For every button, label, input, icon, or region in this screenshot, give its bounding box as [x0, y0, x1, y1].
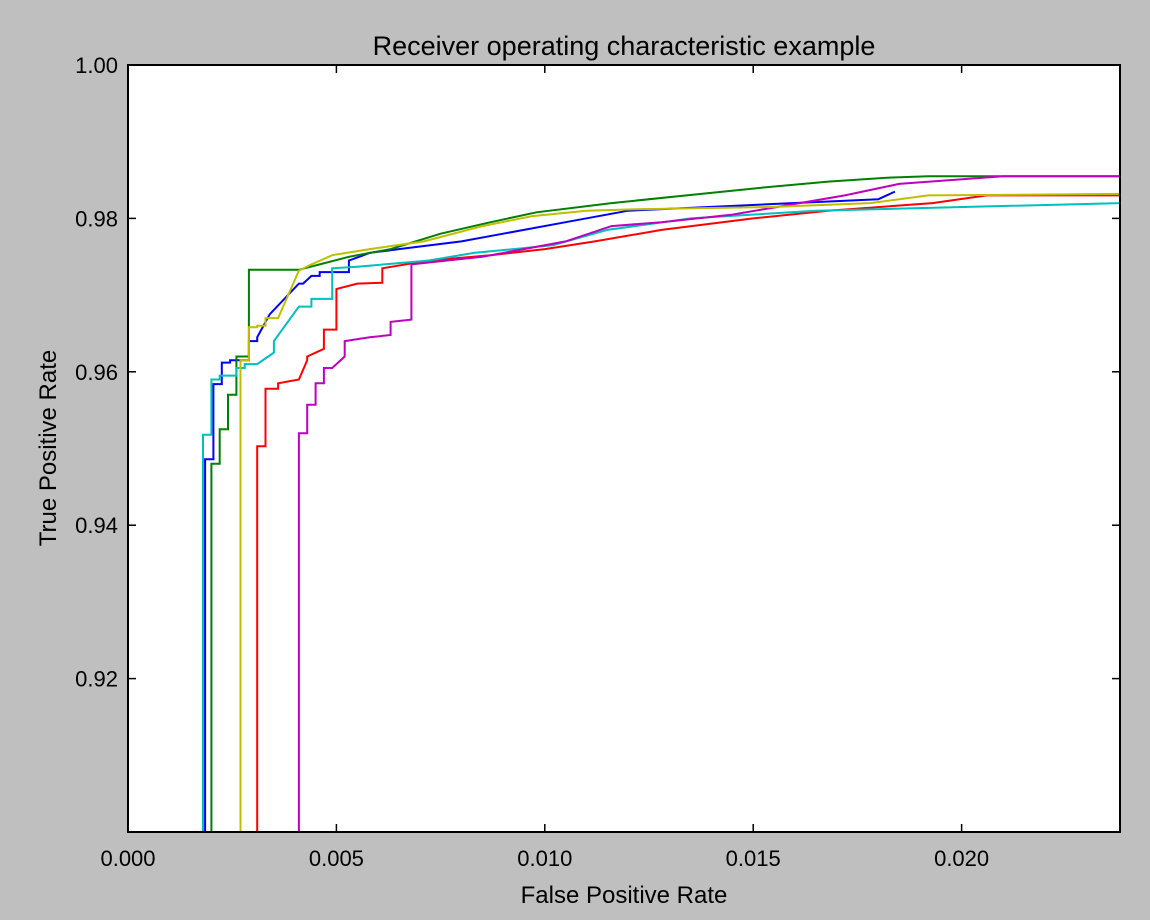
- y-tick-label: 0.94: [75, 513, 118, 538]
- x-tick-label: 0.010: [517, 846, 572, 871]
- chart-title: Receiver operating characteristic exampl…: [373, 31, 876, 61]
- x-tick-label: 0.005: [309, 846, 364, 871]
- roc-curve-1: [204, 190, 896, 832]
- roc-curve-5: [297, 175, 1120, 832]
- y-tick-label: 0.98: [75, 206, 118, 231]
- y-axis-label: True Positive Rate: [35, 350, 62, 547]
- y-tick-label: 0.92: [75, 667, 118, 692]
- ticks-layer: 0.000 0.005 0.010 0.015 0.020 0.92 0.94 0.96 0.9…: [75, 53, 1120, 871]
- x-tick-label: 0.000: [100, 846, 155, 871]
- roc-curve-2: [210, 175, 1120, 832]
- x-axis-label: False Positive Rate: [521, 882, 728, 909]
- x-tick-label: 0.020: [934, 846, 989, 871]
- plot-frame: [127, 64, 1121, 833]
- plot-area: [128, 65, 1120, 832]
- x-tick-label: 0.015: [726, 846, 781, 871]
- roc-curve-3: [256, 194, 1120, 832]
- y-tick-label: 1.00: [75, 53, 118, 78]
- roc-curve-6: [239, 192, 1121, 832]
- series-layer: [202, 175, 1121, 832]
- y-tick-label: 0.96: [75, 360, 118, 385]
